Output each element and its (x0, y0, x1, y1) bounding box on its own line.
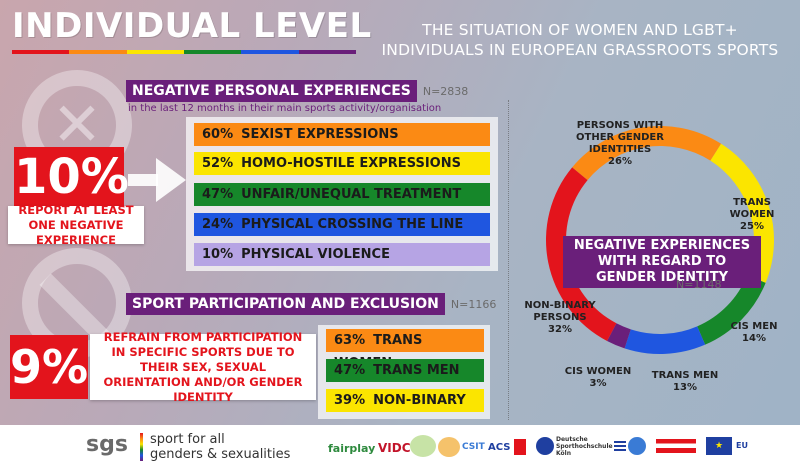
bar-label: PHYSICAL VIOLENCE (241, 247, 390, 262)
negative-bar-4: 10% PHYSICAL VIOLENCE (194, 243, 490, 266)
exclusion-big-label: REFRAIN FROM PARTICIPATION IN SPECIFIC S… (90, 330, 316, 404)
negative-heading: NEGATIVE PERSONAL EXPERIENCES (126, 80, 417, 102)
negative-bar-1: 52% HOMO-HOSTILE EXPRESSIONS (194, 152, 490, 175)
negative-big-percent: 10% (14, 147, 129, 209)
slice-value: 14% (742, 333, 766, 344)
donut-slice-5 (546, 167, 617, 341)
donut-label-trans-men: TRANS MEN 13% (648, 370, 722, 394)
negative-section-header: NEGATIVE PERSONAL EXPERIENCES N=2838 (126, 80, 468, 102)
negative-n-value: N=2838 (422, 84, 469, 98)
section-divider (508, 100, 509, 420)
bar-percent: 52% (202, 156, 234, 171)
slice-value: 25% (740, 221, 764, 232)
negative-bar-3: 24% PHYSICAL CROSSING THE LINE (194, 213, 490, 236)
eu-flag-icon: ★ (706, 437, 732, 455)
slogan-line-1: sport for all (150, 432, 225, 447)
slice-label: NON-BINARY PERSONS (524, 300, 596, 323)
partner-logo-austria-icon (656, 439, 696, 453)
partner-logo-graphic-icon (410, 435, 436, 457)
footer-bar: sgs sport for all genders & sexualities … (0, 425, 800, 468)
negative-bar-2: 47% UNFAIR/UNEQUAL TREATMENT (194, 183, 490, 206)
bar-percent: 63% (334, 333, 366, 348)
bar-percent: 47% (334, 363, 366, 378)
slice-label: TRANS WOMEN (729, 197, 775, 220)
bar-label: SEXIST EXPRESSIONS (241, 127, 399, 142)
donut-label-non-binary: NON-BINARY PERSONS 32% (510, 300, 610, 336)
exclusion-section-header: SPORT PARTICIPATION AND EXCLUSION N=1166 (126, 293, 496, 315)
donut-label-cis-men: CIS MEN 14% (724, 321, 784, 345)
bar-percent: 39% (334, 393, 366, 408)
subtitle-line-1: THE SITUATION OF WOMEN AND LGBT+ (422, 21, 738, 39)
donut-slice-0 (572, 125, 722, 181)
donut-n-value: N=1148 (676, 278, 722, 291)
exclusion-bars-panel: 63%TRANS WOMEN 47% TRANS MEN 39% NON-BINAR… (318, 325, 490, 419)
exclusion-n-value: N=1166 (450, 297, 497, 311)
page-title: INDIVIDUAL LEVEL (12, 6, 372, 46)
negative-sublabel: in the last 12 months in their main spor… (128, 103, 442, 114)
partner-logo-eu: EU (736, 441, 748, 450)
slice-label: CIS WOMEN (564, 366, 632, 377)
exclusion-heading: SPORT PARTICIPATION AND EXCLUSION (126, 293, 445, 315)
slogan-line-2: genders & sexualities (150, 447, 291, 462)
subtitle-line-2: INDIVIDUALS IN EUROPEAN GRASSROOTS SPORT… (381, 41, 779, 59)
partner-logo-vidc: VIDC (378, 441, 411, 455)
donut-slice-4 (607, 323, 631, 349)
exclusion-bar-1: 47% TRANS MEN (326, 359, 484, 382)
slice-value: 13% (673, 382, 697, 393)
partner-logo-stripes-icon (614, 441, 626, 453)
slice-value: 32% (548, 324, 572, 335)
donut-label-trans-women: TRANS WOMEN 25% (712, 197, 792, 233)
bar-label: HOMO-HOSTILE EXPRESSIONS (241, 156, 461, 171)
slice-label: PERSONS WITH OTHER GENDER IDENTITIES (576, 120, 664, 155)
exclusion-bar-0: 63%TRANS WOMEN (326, 329, 484, 371)
donut-label-other: PERSONS WITH OTHER GENDER IDENTITIES 26% (566, 120, 674, 168)
exclusion-bar-2: 39% NON-BINARY (326, 389, 484, 412)
page-subtitle: THE SITUATION OF WOMEN AND LGBT+ INDIVID… (370, 20, 790, 60)
donut-label-cis-women: CIS WOMEN 3% (562, 366, 634, 390)
bar-label: PHYSICAL CROSSING THE LINE (241, 217, 464, 232)
sgs-logo: sgs (86, 432, 128, 457)
slice-value: 3% (589, 378, 607, 389)
partner-logo-csit: CSIT (462, 442, 485, 452)
bar-label: TRANS MEN (373, 363, 460, 378)
bar-percent: 47% (202, 187, 234, 202)
rainbow-underline (12, 50, 356, 54)
slice-label: CIS MEN (730, 321, 778, 332)
slice-label: TRANS MEN (651, 370, 719, 381)
negative-big-label: REPORT AT LEAST ONE NEGATIVE EXPERIENCE (8, 203, 144, 247)
negative-big-label-text: REPORT AT LEAST ONE NEGATIVE EXPERIENCE (18, 202, 134, 247)
bar-label: UNFAIR/UNEQUAL TREATMENT (241, 187, 462, 202)
bar-percent: 24% (202, 217, 234, 232)
partner-logo-dshs: Deutsche Sporthochschule Köln (556, 436, 613, 457)
right-arrow-icon (156, 158, 186, 202)
partner-logo-badge-icon (514, 439, 526, 455)
logo-rainbow-divider (140, 433, 143, 461)
donut-center-title: NEGATIVE EXPERIENCES WITH REGARD TO GEND… (563, 236, 761, 288)
partner-logo-globe-icon (628, 437, 646, 455)
partner-logo-acs: ACS (488, 442, 511, 453)
partner-logo-seal-icon (536, 437, 554, 455)
bar-label: NON-BINARY (373, 393, 466, 408)
bar-percent: 60% (202, 127, 234, 142)
donut-slice-3 (624, 326, 706, 354)
partner-logo-fairplay: fairplay (328, 442, 376, 455)
partner-logo-graphic-icon-2 (438, 437, 460, 457)
negative-bar-0: 60% SEXIST EXPRESSIONS (194, 123, 490, 146)
exclusion-big-label-text: REFRAIN FROM PARTICIPATION IN SPECIFIC S… (103, 329, 303, 404)
arrow-stem (128, 174, 158, 186)
slice-value: 26% (608, 156, 632, 167)
exclusion-big-percent: 9% (10, 335, 88, 399)
bar-percent: 10% (202, 247, 234, 262)
negative-bars-panel: 60% SEXIST EXPRESSIONS 52% HOMO-HOSTILE EX… (186, 117, 498, 271)
donut-slice-2 (697, 275, 766, 345)
logo-slogan: sport for all genders & sexualities (150, 432, 290, 462)
